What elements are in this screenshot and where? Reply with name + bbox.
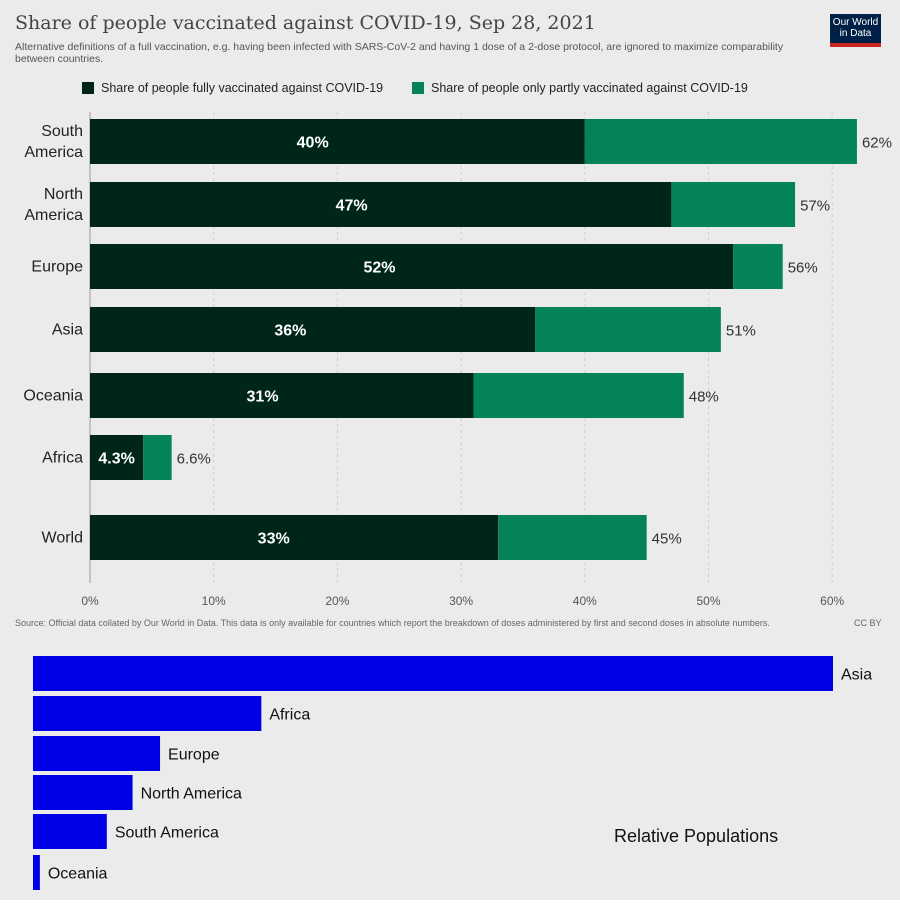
- population-label-europe: Europe: [168, 747, 220, 764]
- data-label-fully-world: 33%: [258, 531, 290, 548]
- data-label-total-oceania: 48%: [689, 389, 719, 406]
- bar-fully-asia: [90, 307, 536, 352]
- bar-partly-oceania: [473, 373, 684, 418]
- owid-logo: Our World in Data: [830, 14, 881, 47]
- vaccination-bar-chart: 0% 10% 20% 30% 40% 50% 60% South America 40% 62% No…: [23, 112, 892, 608]
- bar-fully-oceania: [90, 373, 474, 418]
- data-label-total-north-america: 57%: [800, 198, 830, 215]
- population-bar-chart: Asia Africa Europe North America South Ameri…: [33, 656, 872, 890]
- legend-label-fully: Share of people fully vaccinated against…: [101, 81, 384, 95]
- data-label-total-europe: 56%: [788, 260, 818, 277]
- bar-fully-world: [90, 515, 499, 560]
- chart-title: Share of people vaccinated against COVID…: [15, 12, 596, 34]
- data-label-fully-oceania: 31%: [247, 389, 279, 406]
- population-label-south-america: South America: [115, 825, 219, 842]
- category-label-south-america: America: [24, 144, 83, 161]
- population-bar-asia: [33, 656, 833, 691]
- population-label-asia: Asia: [841, 667, 872, 684]
- license-link[interactable]: CC BY: [854, 618, 882, 628]
- bar-partly-south-america: [584, 119, 857, 164]
- chart-subtitle: Alternative definitions of a full vaccin…: [15, 41, 784, 65]
- data-label-fully-africa: 4.3%: [98, 451, 134, 468]
- category-label-europe: Europe: [31, 259, 83, 276]
- data-label-fully-south-america: 40%: [297, 135, 329, 152]
- bar-partly-europe: [733, 244, 783, 289]
- bar-partly-north-america: [671, 182, 796, 227]
- legend-swatch-fully: [82, 82, 94, 94]
- x-tick-label: 20%: [325, 594, 349, 608]
- owid-logo-text: Our World in Data: [832, 17, 879, 39]
- category-label-oceania: Oceania: [23, 388, 83, 405]
- x-tick-label: 30%: [449, 594, 473, 608]
- population-bar-south-america: [33, 814, 107, 849]
- population-bar-oceania: [33, 855, 40, 890]
- data-label-total-south-america: 62%: [862, 135, 892, 152]
- bar-fully-europe: [90, 244, 734, 289]
- x-tick-label: 40%: [573, 594, 597, 608]
- population-label-oceania: Oceania: [48, 866, 108, 883]
- x-tick-label: 10%: [202, 594, 226, 608]
- bar-fully-north-america: [90, 182, 672, 227]
- population-bar-africa: [33, 696, 262, 731]
- x-tick-label: 0%: [81, 594, 99, 608]
- data-label-fully-north-america: 47%: [336, 198, 368, 215]
- category-label-north-america: America: [24, 207, 83, 224]
- x-tick-label: 60%: [820, 594, 844, 608]
- category-label-south-america: South: [41, 123, 83, 140]
- data-label-total-africa: 6.6%: [177, 451, 211, 468]
- population-chart-panel: Asia Africa Europe North America South Ameri…: [0, 633, 900, 900]
- population-label-north-america: North America: [141, 786, 242, 803]
- bar-partly-africa: [143, 435, 172, 480]
- data-label-fully-asia: 36%: [274, 323, 306, 340]
- x-tick-label: 50%: [696, 594, 720, 608]
- legend-label-partly: Share of people only partly vaccinated a…: [431, 81, 748, 95]
- population-label-africa: Africa: [269, 707, 310, 724]
- legend-swatch-partly: [412, 82, 424, 94]
- vaccination-chart-panel: Share of people vaccinated against COVID…: [0, 0, 900, 633]
- population-chart-title: Relative Populations: [614, 826, 779, 846]
- data-label-total-world: 45%: [652, 531, 682, 548]
- data-label-total-asia: 51%: [726, 323, 756, 340]
- legend-item-fully[interactable]: Share of people fully vaccinated against…: [82, 81, 383, 95]
- chart-source-note: Source: Official data collated by Our Wo…: [15, 618, 770, 628]
- legend-item-partly[interactable]: Share of people only partly vaccinated a…: [412, 81, 748, 95]
- bar-fully-africa: [90, 435, 144, 480]
- category-label-asia: Asia: [52, 322, 83, 339]
- population-bar-north-america: [33, 775, 133, 810]
- bar-partly-world: [498, 515, 647, 560]
- category-label-world: World: [42, 530, 84, 547]
- population-bar-europe: [33, 736, 161, 771]
- bar-fully-south-america: [90, 119, 585, 164]
- category-label-north-america: North: [44, 186, 83, 203]
- bar-partly-asia: [535, 307, 721, 352]
- category-label-africa: Africa: [42, 450, 83, 467]
- data-label-fully-europe: 52%: [363, 260, 395, 277]
